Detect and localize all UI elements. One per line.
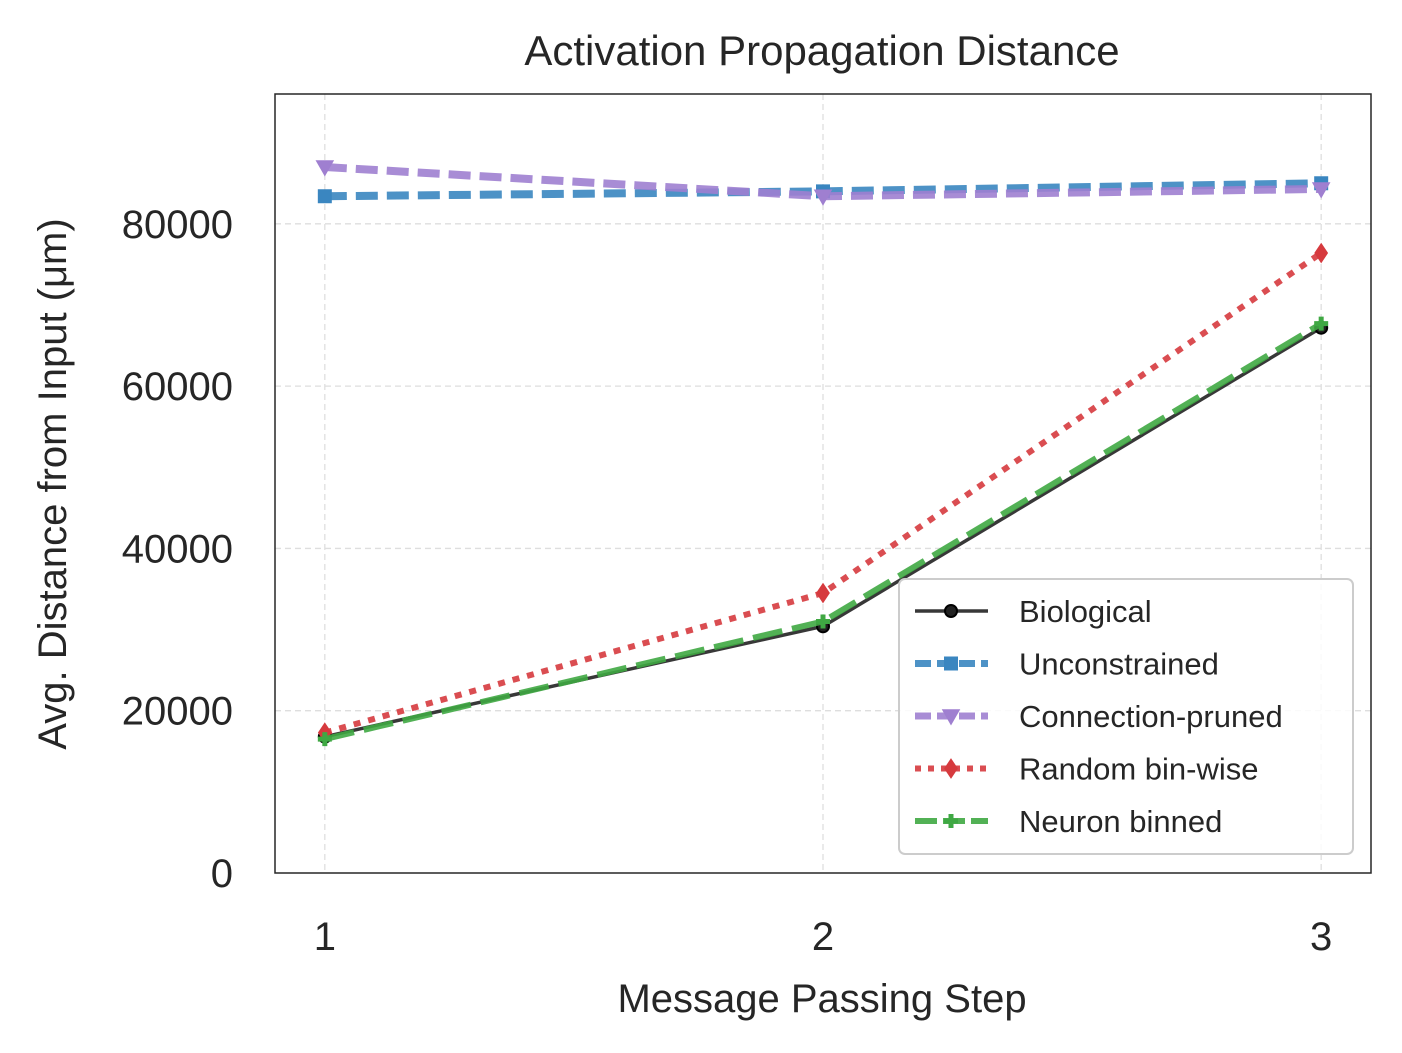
legend-label: Neuron binned xyxy=(1019,804,1222,839)
y-axis-title: Avg. Distance from Input (μm) xyxy=(31,218,75,749)
plot-frame xyxy=(274,93,1372,874)
marker-plus xyxy=(944,814,958,828)
legend-label: Connection-pruned xyxy=(1019,699,1283,734)
marker-diamond xyxy=(816,582,830,604)
y-tick-labels: 0 20000 40000 60000 80000 xyxy=(122,203,233,896)
marker-circle xyxy=(944,604,958,618)
marker-triangle-down xyxy=(941,709,961,726)
marker-plus xyxy=(816,614,830,629)
legend-item: Unconstrained xyxy=(915,647,1219,682)
marker-plus xyxy=(317,732,332,747)
marker-plus xyxy=(1314,316,1329,331)
legend-item: Connection-pruned xyxy=(915,699,1283,734)
series-layer xyxy=(315,160,1331,747)
series-neuron-binned xyxy=(317,316,1329,747)
marker-triangle-down xyxy=(1311,182,1331,199)
y-tick-label: 80000 xyxy=(122,203,233,247)
legend-item: Neuron binned xyxy=(915,804,1222,839)
legend-label: Random bin-wise xyxy=(1019,752,1259,787)
legend-item: Random bin-wise xyxy=(915,752,1259,787)
x-tick-label: 1 xyxy=(314,915,336,959)
y-tick-label: 0 xyxy=(211,852,233,896)
y-tick-label: 60000 xyxy=(122,365,233,409)
marker-square xyxy=(944,656,958,671)
series-line xyxy=(324,250,1323,736)
series-line xyxy=(324,321,1323,743)
y-tick-label: 40000 xyxy=(122,527,233,571)
x-tick-label: 2 xyxy=(812,915,834,959)
legend-label: Unconstrained xyxy=(1019,647,1219,682)
legend-box xyxy=(898,578,1354,855)
marker-diamond xyxy=(1314,242,1329,264)
legend: Biological Unconstrained Connection-pruned… xyxy=(898,578,1354,855)
marker-triangle-down xyxy=(813,189,833,206)
marker-diamond xyxy=(944,758,958,779)
series-connection-pruned xyxy=(315,160,1331,206)
x-tick-labels: 1 2 3 xyxy=(314,915,1333,959)
marker-square xyxy=(317,189,332,204)
marker-triangle-down xyxy=(315,160,335,177)
x-axis-title: Message Passing Step xyxy=(617,977,1026,1021)
legend-item: Biological xyxy=(915,594,1152,629)
legend-label: Biological xyxy=(1019,594,1152,629)
chart-title: Activation Propagation Distance xyxy=(524,27,1119,74)
y-tick-label: 20000 xyxy=(122,690,233,734)
x-tick-label: 3 xyxy=(1310,915,1332,959)
